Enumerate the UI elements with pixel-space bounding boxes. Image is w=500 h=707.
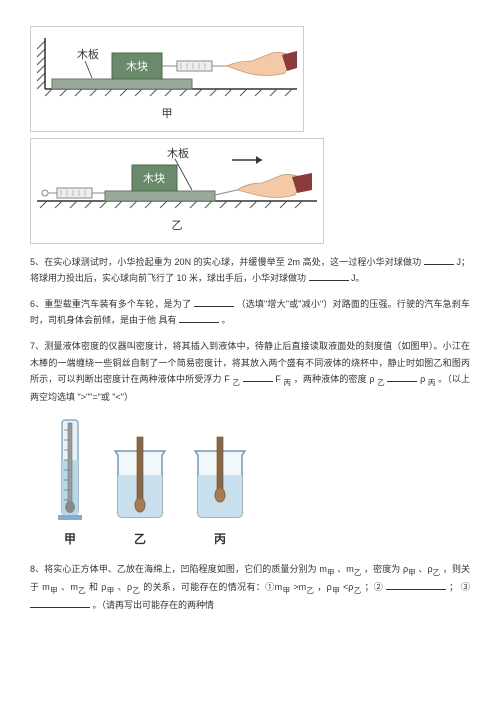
q7-text-d: ρ	[420, 374, 425, 384]
figure-yi-frame: 木块 木板 乙	[30, 138, 324, 244]
q7-sub4: 丙	[428, 378, 436, 387]
beaker-labels: 甲 乙 丙	[50, 529, 470, 551]
label-yi: 乙	[110, 529, 170, 551]
q8-a: 8、将实心正方体甲、乙放在海绵上，凹陷程度如图，它们的质量分别为 m	[30, 564, 327, 574]
q8-i: 的关系，可能存在的情况有：①m	[143, 582, 282, 592]
figure-yi-svg: 木块 木板	[37, 145, 317, 215]
label-bing: 丙	[190, 529, 250, 551]
q8-f: 、m	[61, 582, 78, 592]
q6-blank-2	[179, 312, 219, 323]
q8-j: >m	[293, 582, 306, 592]
q5-text-a: 5、在实心球测试时，小华捡起重为 20N 的实心球，并缓慢举至 2m 高处，这一…	[30, 257, 421, 267]
q8-n: ； ③	[449, 582, 470, 592]
q6-text-c: 。	[222, 315, 231, 325]
figure-jia: 木块 木板 甲	[30, 26, 470, 132]
q6-text-a: 6、重型载重汽车装有多个车轮，是为了	[30, 299, 191, 309]
beakers-figure	[50, 415, 470, 525]
q5-blank-2	[309, 270, 349, 281]
block-label: 木块	[126, 60, 148, 73]
board-label: 木板	[77, 47, 99, 61]
figure-jia-frame: 木块 木板 甲	[30, 26, 304, 132]
q8-h: 、ρ	[118, 582, 133, 592]
block-label-2: 木块	[143, 172, 165, 185]
question-6: 6、重型载重汽车装有多个车轮，是为了 （选填"增大"或"减小"）对路面的压强。行…	[30, 296, 470, 328]
q7-sub2: 丙	[284, 378, 292, 387]
beaker-yi	[110, 435, 170, 525]
q5-blank-1	[424, 254, 454, 265]
figure-jia-caption: 甲	[37, 105, 297, 125]
q8-b: 、m	[337, 564, 354, 574]
q8-blank-3	[30, 597, 90, 608]
q8-g: 和 ρ	[89, 582, 106, 592]
q8-blank-2	[386, 579, 446, 590]
figure-yi: 木块 木板 乙	[30, 138, 470, 244]
q7-sub1: 乙	[232, 378, 240, 387]
q7-text-b: F	[275, 374, 281, 384]
q8-k: ，ρ	[317, 582, 332, 592]
q7-blank-2	[387, 371, 417, 382]
q7-sub3: 乙	[377, 378, 385, 387]
question-7: 7、测量液体密度的仪器叫密度计，将其插入到液体中，待静止后直接读取液面处的刻度值…	[30, 338, 470, 405]
tube-jia	[50, 415, 90, 525]
figure-yi-caption: 乙	[37, 217, 317, 237]
board-label-2: 木板	[167, 146, 189, 160]
question-5: 5、在实心球测试时，小华捡起重为 20N 的实心球，并缓慢举至 2m 高处，这一…	[30, 254, 470, 286]
q6-blank-1	[194, 296, 234, 307]
beaker-bing	[190, 435, 250, 525]
q7-blank-1	[243, 371, 273, 382]
label-jia: 甲	[50, 529, 90, 551]
question-8: 8、将实心正方体甲、乙放在海绵上，凹陷程度如图，它们的质量分别为 m甲 、m乙 …	[30, 561, 470, 614]
q8-d: 、ρ	[418, 564, 432, 574]
q8-c: ，密度为 ρ	[364, 564, 408, 574]
q8-l: <ρ	[343, 582, 353, 592]
q5-text-c: J。	[351, 273, 365, 283]
q8-o: 。（请再写出可能存在的两种情	[93, 600, 215, 610]
q7-text-c: ，两种液体的密度 ρ	[294, 374, 375, 384]
figure-jia-svg: 木块 木板	[37, 33, 297, 103]
q8-m: ；②	[365, 582, 384, 592]
